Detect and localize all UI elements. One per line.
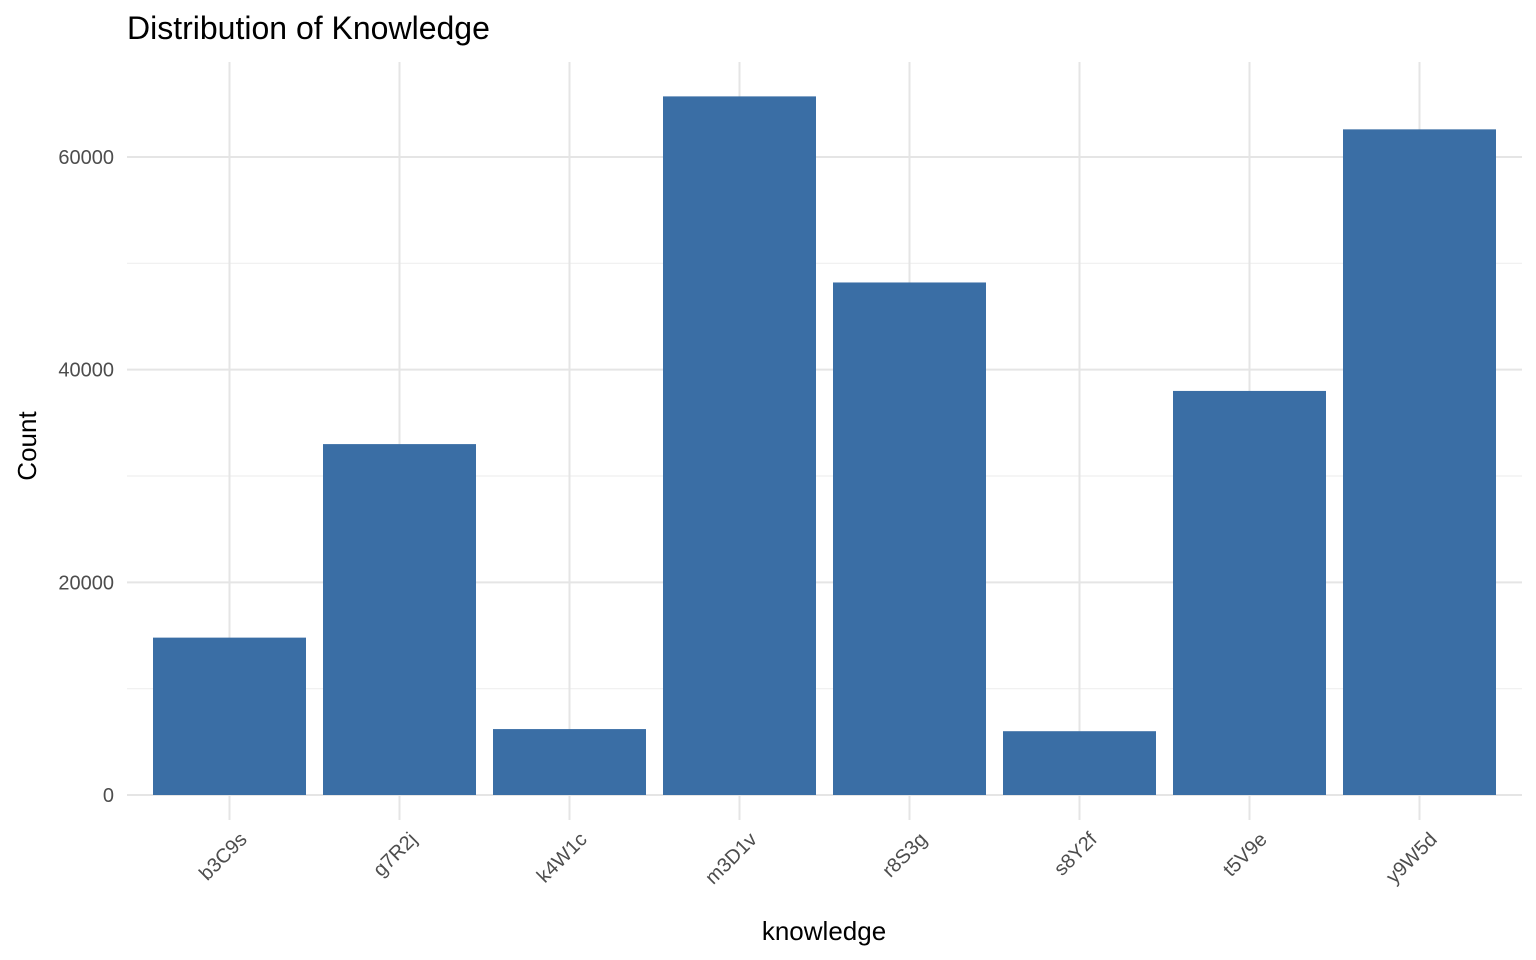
bar-m3D1v — [663, 96, 816, 795]
bar-t5V9e — [1173, 390, 1326, 795]
y-tick-label: 20000 — [58, 572, 114, 594]
chart-title: Distribution of Knowledge — [127, 10, 490, 46]
bar-s8Y2f — [1003, 731, 1156, 795]
y-tick-label: 40000 — [58, 360, 114, 382]
bar-b3C9s — [153, 637, 306, 795]
y-axis-ticks: 0 20000 40000 60000 — [58, 147, 114, 807]
bar-y9W5d — [1343, 129, 1496, 795]
y-tick-label: 0 — [103, 785, 114, 807]
x-axis-title: knowledge — [762, 916, 886, 946]
bar-k4W1c — [493, 729, 646, 795]
bars — [153, 96, 1496, 795]
y-tick-label: 60000 — [58, 147, 114, 169]
bar-g7R2j — [323, 444, 476, 795]
bar-r8S3g — [833, 282, 986, 795]
y-axis-title: Count — [12, 411, 42, 481]
